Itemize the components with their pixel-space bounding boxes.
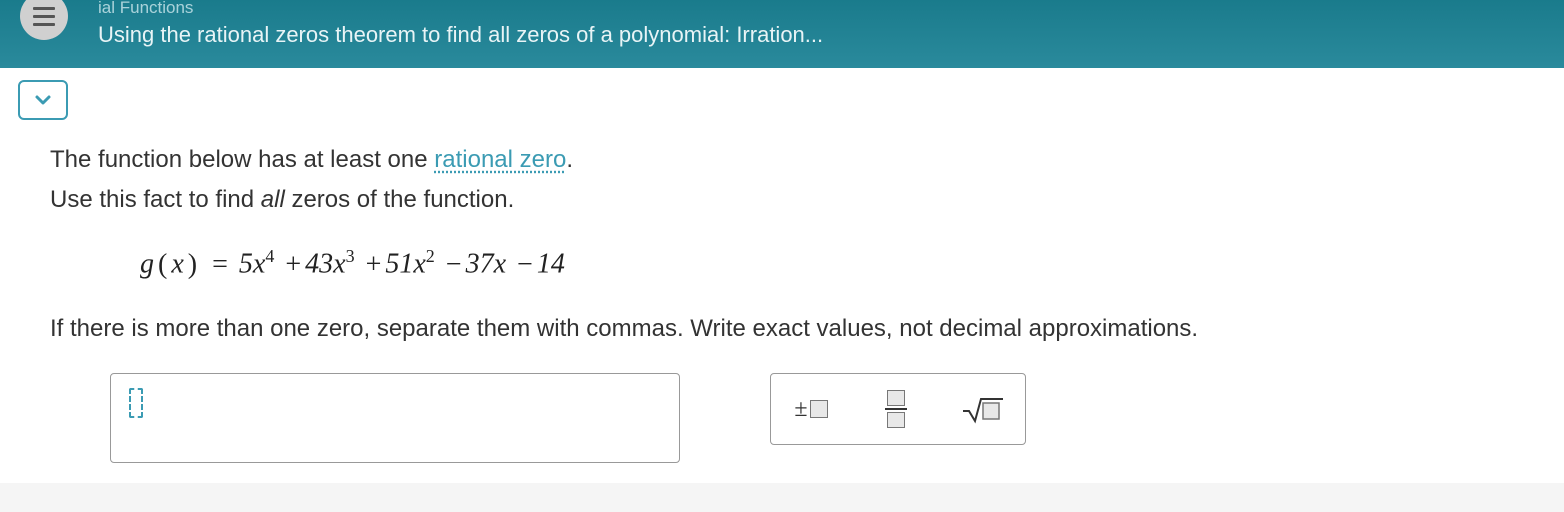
rational-zero-link[interactable]: rational zero [434, 146, 566, 173]
content-area: The function below has at least one rati… [0, 68, 1564, 483]
answer-input[interactable] [110, 373, 680, 463]
header-text-block: ial Functions Using the rational zeros t… [98, 0, 823, 48]
intro-line-2: Use this fact to find all zeros of the f… [50, 183, 1514, 217]
frac-numerator-icon [887, 390, 905, 406]
breadcrumb: ial Functions [98, 0, 823, 18]
frac-denominator-icon [887, 412, 905, 428]
constant: 14 [537, 249, 565, 280]
question-content: The function below has at least one rati… [0, 68, 1564, 483]
expand-button[interactable] [18, 80, 68, 120]
deg-2: 3 [346, 246, 355, 266]
menu-icon[interactable] [20, 0, 68, 40]
math-tools: ± [770, 373, 1026, 445]
sqrt-button[interactable] [961, 393, 1005, 425]
intro-post: . [566, 146, 573, 173]
plus-minus-icon: ± [794, 393, 807, 427]
answer-note: If there is more than one zero, separate… [50, 312, 1514, 346]
fn-name: g [140, 249, 154, 280]
plus-minus-button[interactable]: ± [791, 393, 831, 427]
sqrt-icon [961, 393, 1005, 425]
fn-var: x [171, 249, 183, 280]
coef-2: 43 [305, 249, 333, 280]
deg-1: 4 [265, 246, 274, 266]
fraction-button[interactable] [876, 390, 916, 428]
polynomial-equation: g(x) = 5x4 +43x3 +51x2 −37x −14 [140, 244, 1514, 284]
intro-line-1: The function below has at least one rati… [50, 143, 1514, 177]
deg-3: 2 [426, 246, 435, 266]
frac-line-icon [885, 408, 907, 410]
input-row: ± [110, 373, 1514, 463]
chevron-down-icon [31, 88, 55, 112]
coef-1: 5 [239, 249, 253, 280]
coef-3: 51 [385, 249, 413, 280]
page-header: ial Functions Using the rational zeros t… [0, 0, 1564, 68]
topic-title: Using the rational zeros theorem to find… [98, 22, 823, 48]
placeholder-box-icon [810, 400, 828, 418]
intro-pre: The function below has at least one [50, 146, 434, 173]
input-cursor-icon [129, 388, 143, 418]
coef-4: 37 [466, 249, 494, 280]
